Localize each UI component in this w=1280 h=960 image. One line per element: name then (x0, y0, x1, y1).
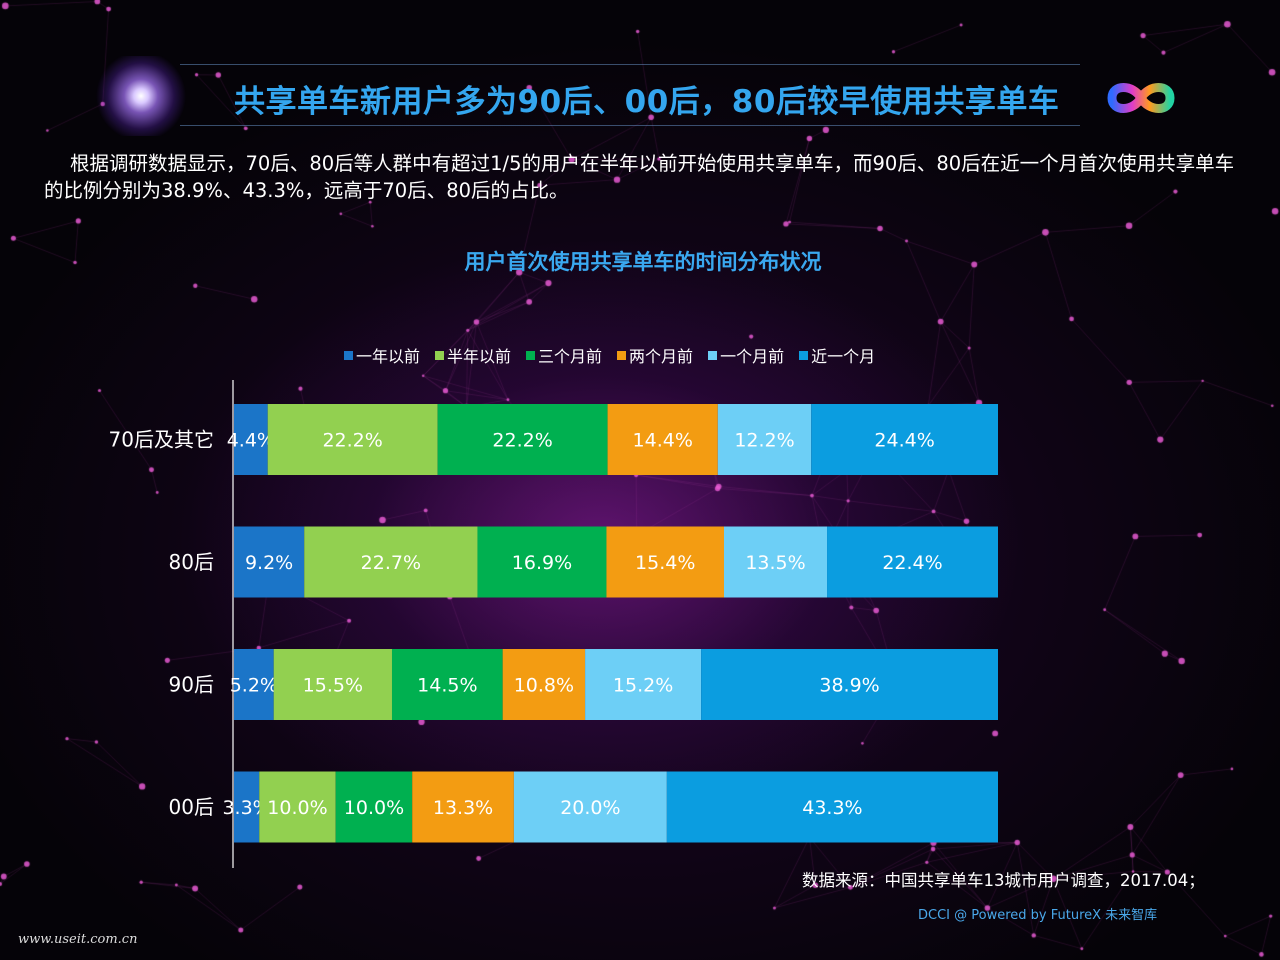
bar-segment (234, 526, 305, 598)
data-label: 10.8% (514, 675, 574, 697)
legend-label: 半年以前 (447, 347, 512, 366)
chart-legend: 一年以前 半年以前 三个月前 两个月前 一个月前 近一个月 (344, 343, 890, 367)
legend-swatch (526, 350, 536, 360)
legend-swatch (617, 350, 627, 360)
data-label: 15.2% (613, 675, 673, 697)
legend-label: 两个月前 (629, 347, 694, 366)
legend-swatch (799, 350, 809, 360)
legend-label: 三个月前 (538, 347, 603, 366)
data-label: 14.4% (633, 430, 693, 452)
bar-segment (607, 404, 718, 475)
bar-segment (335, 771, 413, 843)
data-label: 14.5% (417, 675, 477, 697)
legend-label: 近一个月 (811, 347, 876, 366)
data-label: 38.9% (819, 675, 879, 697)
bar-segment (811, 404, 998, 475)
light-burst-icon (96, 56, 186, 136)
bar-segment (701, 649, 998, 720)
data-label: 22.2% (322, 430, 382, 452)
bar-segment (513, 771, 667, 843)
bar-segment (585, 649, 702, 720)
bar-segment (304, 526, 478, 598)
description-text: 根据调研数据显示，70后、80后等人群中有超过1/5的用户在半年以前开始使用共享… (44, 152, 1235, 202)
legend-swatch (708, 350, 718, 360)
data-label: 20.0% (560, 797, 620, 819)
data-label: 15.4% (635, 552, 695, 574)
watermark-text: www.useit.com.cn (18, 932, 138, 947)
data-label: 3.3% (222, 797, 270, 819)
data-label: 22.4% (882, 552, 942, 574)
legend-item: 近一个月 (799, 343, 875, 367)
data-label: 43.3% (802, 797, 862, 819)
bar-segment (234, 771, 260, 843)
data-label: 15.5% (303, 675, 363, 697)
title-frame (180, 64, 1080, 126)
legend-swatch (344, 350, 353, 360)
bar-segment (273, 649, 392, 720)
legend-item: 一年以前 (344, 343, 420, 367)
category-label: 90后 (169, 673, 214, 697)
bar-segment (234, 649, 274, 720)
chart-title: 用户首次使用共享单车的时间分布状况 (464, 250, 822, 274)
infinity-logo-icon (1107, 83, 1175, 113)
bar-segment (259, 771, 336, 843)
data-label: 22.2% (492, 430, 552, 452)
legend-label: 一年以前 (356, 347, 421, 366)
data-label: 16.9% (512, 552, 572, 574)
bar-segment (606, 526, 724, 598)
data-label: 5.2% (230, 675, 278, 697)
data-label: 10.0% (344, 797, 404, 819)
data-label: 24.4% (874, 430, 934, 452)
legend-item: 半年以前 (435, 343, 511, 367)
data-label: 22.7% (361, 552, 421, 574)
data-source-note: 数据来源：中国共享单车13城市用户调查，2017.04； (802, 871, 1205, 890)
bar-segment (723, 526, 828, 598)
legend-item: 一个月前 (708, 343, 784, 367)
legend-item: 三个月前 (526, 343, 602, 367)
bar-segment (391, 649, 503, 720)
bar-segment (267, 404, 438, 475)
legend-label: 一个月前 (720, 347, 785, 366)
data-label: 13.3% (433, 797, 493, 819)
bar-segment (502, 649, 586, 720)
data-label: 13.5% (745, 552, 805, 574)
credit-text: DCCI @ Powered by FutureX 未来智库 (918, 908, 1158, 923)
legend-swatch (435, 350, 445, 360)
data-label: 4.4% (227, 430, 275, 452)
bar-segment (666, 771, 998, 843)
bar-segment (717, 404, 812, 475)
page-title: 共享单车新用户多为90后、00后，80后较早使用共享单车 (234, 84, 1060, 120)
data-label: 10.0% (267, 797, 327, 819)
category-label: 80后 (169, 550, 214, 574)
category-label: 00后 (169, 795, 214, 819)
category-label: 70后及其它 (109, 428, 214, 452)
legend-item: 两个月前 (617, 343, 693, 367)
data-label: 12.2% (734, 430, 794, 452)
bar-segment (477, 526, 607, 598)
data-label: 9.2% (245, 552, 293, 574)
bar-segment (437, 404, 608, 475)
bar-segment (412, 771, 514, 843)
bar-segment (827, 526, 998, 598)
bar-segment (234, 404, 268, 475)
